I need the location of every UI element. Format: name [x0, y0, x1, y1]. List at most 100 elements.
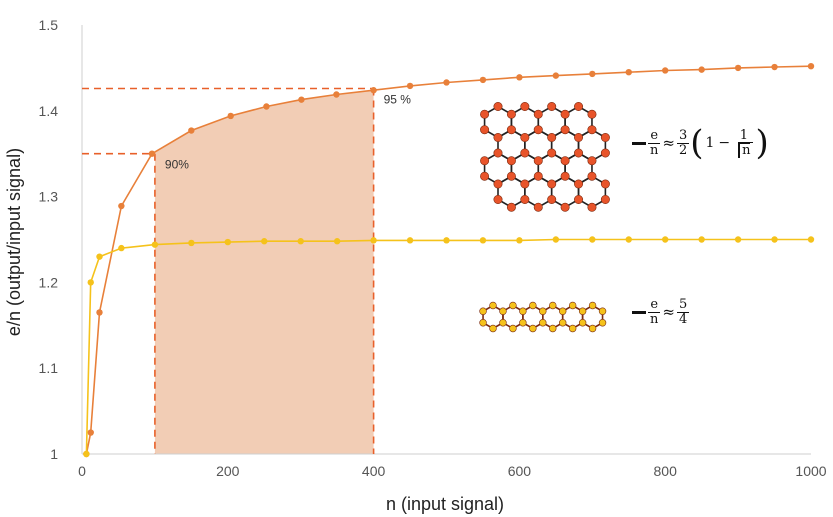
data-point	[698, 236, 705, 243]
data-point	[224, 238, 231, 246]
formula-minus: −	[718, 135, 731, 151]
lattice-atom	[529, 301, 537, 310]
lattice-atom	[506, 156, 516, 166]
lattice-atom	[547, 102, 557, 112]
ribbon-formula-lhs-num: e	[648, 297, 661, 313]
lattice-atom	[559, 307, 567, 315]
lattice-atom	[519, 307, 527, 315]
axes-group	[81, 25, 811, 455]
lattice-atom	[533, 109, 543, 119]
data-point	[516, 237, 523, 244]
data-point	[227, 112, 234, 120]
data-point	[406, 82, 414, 90]
x-tick-label: 1000	[795, 463, 826, 479]
data-point	[443, 79, 450, 86]
lattice-atom	[479, 307, 487, 315]
lattice-atom	[493, 133, 503, 143]
lattice-atom	[493, 148, 503, 158]
ribbon-formula-coef-num: 5	[676, 297, 690, 313]
lattice-atom	[506, 125, 516, 135]
lattice-atom	[520, 133, 530, 143]
x-tick-label: 0	[78, 463, 86, 479]
data-point	[333, 238, 341, 245]
annotations-group: 90% 95 %	[165, 92, 411, 171]
ribbon-formula-lhs-den: n	[650, 311, 659, 327]
x-axis-title: n (input signal)	[386, 494, 504, 514]
lattice-atom	[489, 324, 497, 333]
y-tick-label: 1.2	[39, 274, 59, 290]
lattice-atom	[574, 133, 584, 143]
ribbon-formula-lhs: e n	[648, 297, 661, 327]
data-point	[118, 244, 125, 252]
lattice-atom	[506, 109, 516, 119]
lattice-atom	[506, 202, 516, 212]
data-point	[188, 127, 195, 134]
lattice-atom	[568, 301, 577, 310]
formula-coef: 3 2	[676, 127, 690, 158]
data-point	[87, 429, 94, 436]
y-tick-label: 1.1	[39, 360, 59, 376]
data-point	[552, 72, 560, 79]
data-point	[297, 238, 304, 245]
data-point	[807, 236, 815, 243]
lattice-atom	[533, 156, 543, 166]
formula-inner: 1 n	[733, 127, 754, 158]
lattice-atom	[598, 307, 607, 315]
lattice-atom	[480, 125, 490, 135]
lattice-atom	[480, 156, 490, 166]
data-point	[662, 67, 669, 74]
annotation-label: 95 %	[384, 92, 412, 106]
lattice-atom	[493, 179, 503, 189]
data-point	[662, 236, 669, 243]
formula-coef-num: 3	[676, 127, 690, 144]
lattice-atom	[587, 125, 597, 135]
lattice-atom	[549, 324, 557, 333]
data-point	[443, 237, 450, 244]
data-point	[261, 238, 268, 245]
x-tick-label: 400	[362, 463, 386, 479]
lattice-atom	[574, 102, 584, 112]
lattice-atom	[489, 301, 497, 310]
lattice-atom	[598, 319, 607, 327]
lattice-atom	[568, 324, 577, 333]
data-point	[698, 66, 705, 73]
y-tick-label: 1.3	[39, 189, 59, 205]
data-point	[771, 236, 778, 243]
data-point	[625, 236, 632, 243]
lattice-atom	[600, 133, 610, 143]
reference-lines-group	[82, 87, 375, 454]
formula-coef-den: 2	[678, 142, 688, 158]
ribbon-formula-approx: ≈	[662, 303, 675, 322]
lattice-atom	[480, 171, 490, 181]
formula-close-paren: )	[755, 123, 769, 163]
data-point	[807, 62, 815, 70]
lattice-atom	[520, 148, 530, 158]
y-tick-label: 1.5	[39, 17, 59, 33]
lattice-atom	[479, 319, 487, 327]
lattice-atom	[539, 307, 547, 315]
shaded-region	[154, 90, 374, 454]
lattice-atom	[560, 202, 570, 212]
formula-inner-num: 1	[737, 127, 750, 144]
lattice-atom	[520, 102, 530, 112]
lattice-atom	[520, 179, 530, 189]
data-point	[263, 103, 270, 110]
lattice-atom	[587, 156, 597, 166]
formula-one: 1	[705, 135, 715, 151]
hex-ribbon-icon	[479, 301, 607, 333]
formula-lhs: e n	[648, 127, 661, 157]
data-point	[151, 241, 159, 248]
formula-approx: ≈	[662, 134, 675, 152]
lattice-atom	[547, 148, 557, 158]
lattice-hexagon	[550, 175, 580, 209]
formula-lhs-num: e	[648, 127, 661, 144]
data-point	[771, 63, 778, 71]
data-point	[96, 309, 103, 316]
lattice-atom	[520, 195, 530, 205]
lattice-atom	[533, 125, 543, 135]
formula-open-paren: (	[690, 123, 704, 163]
ribbon-formula-lead-bar	[632, 310, 646, 314]
formula-sqrt-n: n	[738, 141, 753, 158]
data-point	[370, 237, 377, 244]
lattice-hexagon	[524, 175, 553, 209]
